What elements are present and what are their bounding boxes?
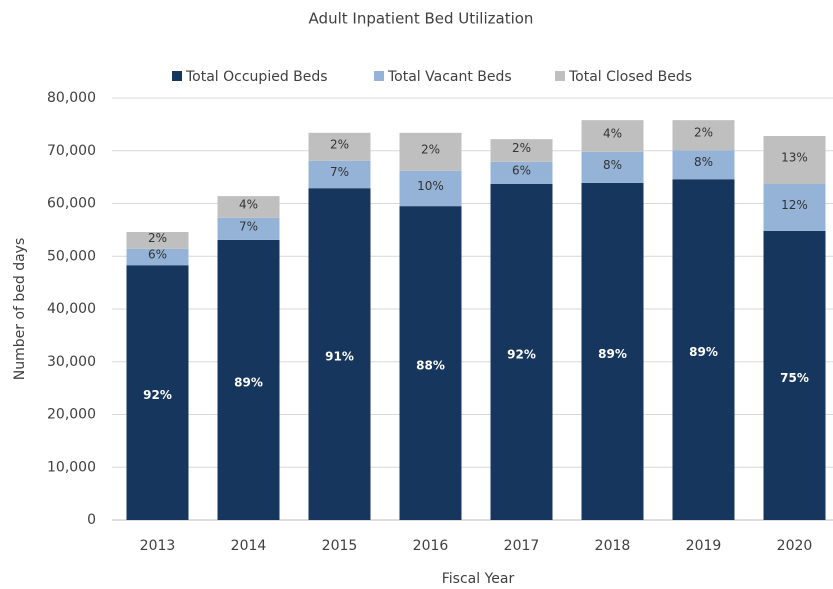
bar-segment [399, 132, 462, 171]
bar-segment [763, 135, 826, 184]
x-tick-label: 2014 [231, 538, 267, 554]
data-label: 8% [603, 158, 622, 172]
bar-segment [126, 265, 189, 520]
data-label: 92% [143, 388, 172, 402]
y-tick-label: 70,000 [47, 143, 96, 159]
bar-segment [672, 150, 735, 180]
bar-segment [308, 188, 371, 520]
data-label: 2% [330, 137, 349, 151]
y-tick-label: 80,000 [47, 90, 96, 106]
bar-segment [126, 231, 189, 249]
x-tick-label: 2018 [595, 538, 631, 554]
bar-segment [308, 132, 371, 161]
data-label: 92% [507, 347, 536, 361]
legend-label: Total Closed Beds [568, 69, 692, 85]
data-label: 75% [780, 371, 809, 385]
data-label: 89% [598, 347, 627, 361]
x-tick-label: 2015 [322, 538, 358, 554]
data-label: 7% [239, 219, 258, 233]
bar-segment [399, 170, 462, 207]
data-label: 91% [325, 350, 354, 364]
x-tick-label: 2016 [413, 538, 449, 554]
data-label: 12% [781, 198, 808, 212]
data-label: 89% [234, 375, 263, 389]
data-label: 8% [694, 155, 713, 169]
bar-segment [490, 183, 553, 521]
y-tick-label: 0 [87, 512, 96, 528]
bar-segment [581, 151, 644, 183]
bar-segment [490, 139, 553, 162]
legend-swatch [555, 71, 565, 81]
y-tick-label: 50,000 [47, 248, 96, 264]
x-tick-label: 2017 [504, 538, 540, 554]
data-label: 2% [148, 231, 167, 245]
y-tick-label: 30,000 [47, 354, 96, 370]
data-label: 2% [421, 142, 440, 156]
data-label: 13% [781, 150, 808, 164]
bar-segment [126, 248, 189, 266]
legend-swatch [374, 71, 384, 81]
y-tick-label: 40,000 [47, 301, 96, 317]
bar-segment [490, 161, 553, 184]
data-label: 10% [417, 179, 444, 193]
bar-segment [217, 239, 280, 520]
y-tick-label: 60,000 [47, 196, 96, 212]
data-label: 89% [689, 345, 718, 359]
x-tick-label: 2013 [140, 538, 176, 554]
y-axis-label: Number of bed days [12, 238, 28, 381]
bar-segment [672, 179, 735, 521]
data-label: 6% [148, 248, 167, 262]
data-label: 4% [603, 126, 622, 140]
bar-segment [217, 217, 280, 240]
bar-segment [763, 230, 826, 520]
bar-segment [217, 196, 280, 218]
chart-title: Adult Inpatient Bed Utilization [309, 10, 534, 28]
data-label: 2% [512, 141, 531, 155]
legend-label: Total Occupied Beds [185, 69, 328, 85]
x-axis-label: Fiscal Year [442, 571, 515, 587]
x-tick-label: 2019 [686, 538, 722, 554]
data-label: 7% [330, 165, 349, 179]
data-label: 4% [239, 197, 258, 211]
bar-segment [672, 120, 735, 151]
bar-segment [581, 182, 644, 521]
data-label: 88% [416, 359, 445, 373]
y-tick-label: 20,000 [47, 407, 96, 423]
legend-swatch [172, 71, 182, 81]
bar-segment [581, 120, 644, 152]
legend-label: Total Vacant Beds [387, 69, 512, 85]
y-tick-label: 10,000 [47, 459, 96, 475]
x-tick-label: 2020 [777, 538, 813, 554]
bar-segment [308, 160, 371, 189]
bar-segment [763, 183, 826, 231]
data-label: 2% [694, 126, 713, 140]
data-label: 6% [512, 163, 531, 177]
bar-segment [399, 206, 462, 520]
